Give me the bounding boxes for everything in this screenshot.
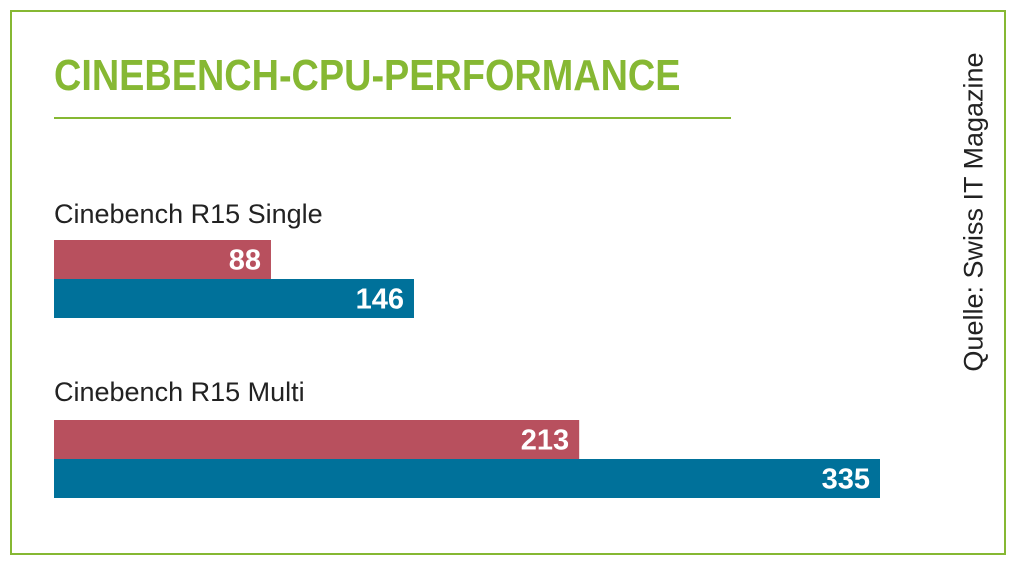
- bar-series-1: [54, 240, 271, 279]
- bar-series-1: [54, 420, 580, 459]
- category-label: Cinebench R15 Single: [54, 199, 323, 229]
- title-underline: [54, 117, 731, 119]
- bar-value-label: 335: [822, 464, 870, 496]
- bar-series-2: [54, 279, 414, 318]
- chart-title: CINEBENCH-CPU-PERFORMANCE: [54, 51, 681, 100]
- bar-value-label: 88: [229, 245, 261, 277]
- category-label: Cinebench R15 Multi: [54, 377, 305, 407]
- bar-series-2: [54, 459, 880, 498]
- bar-value-label: 146: [356, 284, 404, 316]
- bar-value-label: 213: [521, 425, 569, 457]
